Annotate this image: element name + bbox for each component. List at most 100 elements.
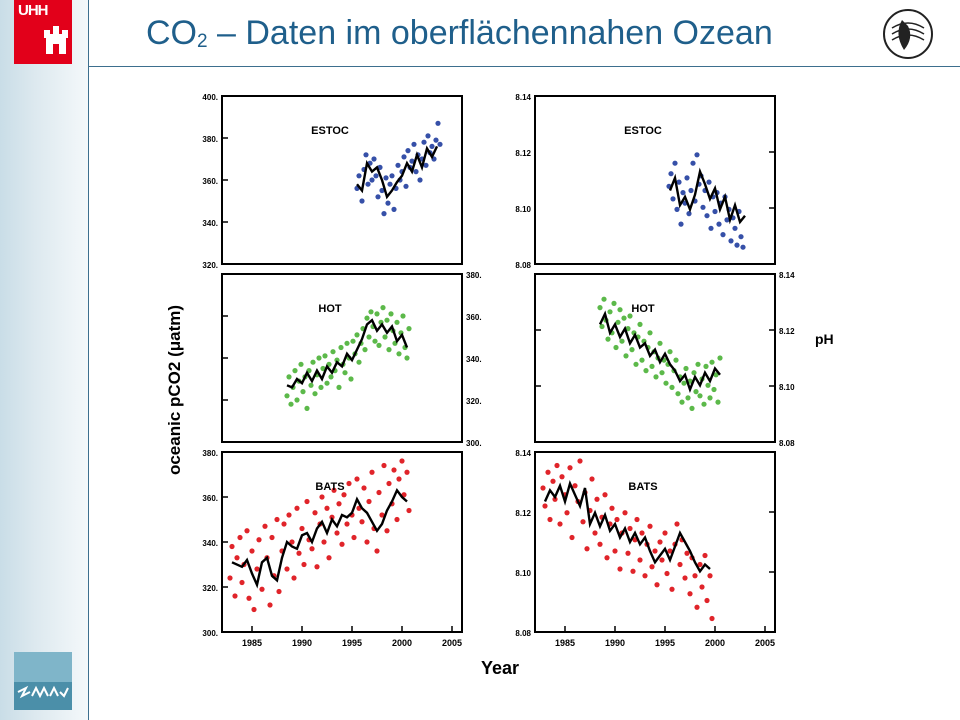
data-point xyxy=(331,487,337,493)
data-point xyxy=(647,330,653,336)
data-point xyxy=(657,539,663,545)
data-point xyxy=(657,340,663,346)
data-point xyxy=(703,363,709,369)
data-point xyxy=(559,474,565,480)
data-point xyxy=(425,133,431,139)
data-point xyxy=(404,469,410,475)
data-point xyxy=(383,175,389,181)
y-tick-label: 300. xyxy=(202,629,218,638)
data-point xyxy=(686,211,692,217)
data-point xyxy=(364,315,370,321)
data-point xyxy=(254,566,260,572)
data-point xyxy=(379,512,385,518)
data-point xyxy=(732,225,738,231)
data-point xyxy=(384,528,390,534)
data-point xyxy=(627,525,633,532)
data-point xyxy=(670,196,676,202)
data-point xyxy=(376,489,382,496)
data-point xyxy=(284,393,290,399)
y-tick-label: 400. xyxy=(202,93,218,102)
data-point xyxy=(667,548,673,554)
data-point xyxy=(326,555,332,561)
data-point xyxy=(594,496,600,502)
plot-frame xyxy=(534,273,776,443)
data-point xyxy=(334,357,340,363)
data-point xyxy=(381,462,387,469)
data-point xyxy=(617,307,623,313)
data-point xyxy=(704,597,710,604)
data-point xyxy=(701,401,707,407)
data-point xyxy=(292,368,298,374)
data-point xyxy=(406,326,412,332)
data-point xyxy=(288,401,294,407)
data-point xyxy=(653,374,659,380)
title-suffix: – Daten im oberflächennahen Ozean xyxy=(207,14,773,52)
data-point xyxy=(413,169,419,175)
data-point xyxy=(577,458,583,464)
data-point xyxy=(301,561,307,568)
x-tick-label: 1990 xyxy=(605,638,625,648)
chart-panel-5: 8.14 8.12 8.10 8.08 1985 1990 1995 2000 2005 BATS xyxy=(515,449,776,648)
data-point xyxy=(251,606,257,613)
data-point xyxy=(386,480,392,487)
data-point xyxy=(712,208,718,215)
data-point xyxy=(281,521,287,527)
data-point xyxy=(623,353,629,359)
data-point xyxy=(276,588,282,595)
data-point xyxy=(366,498,372,505)
data-point xyxy=(639,357,645,363)
plot-frame xyxy=(534,451,776,633)
data-point xyxy=(314,564,320,570)
data-point xyxy=(365,181,371,187)
data-point xyxy=(363,152,369,158)
uhh-logo-text: UHH xyxy=(18,2,48,19)
data-point xyxy=(668,171,674,177)
data-point xyxy=(379,187,385,194)
data-point xyxy=(724,217,730,223)
data-point xyxy=(711,386,717,393)
data-point xyxy=(694,152,700,158)
data-point xyxy=(359,198,365,204)
y-tick-label: 360. xyxy=(466,313,482,322)
data-point xyxy=(368,309,374,315)
data-point xyxy=(344,340,350,346)
data-point xyxy=(320,365,326,372)
data-point xyxy=(643,368,649,374)
data-point xyxy=(629,347,635,353)
title-subscript: 2 xyxy=(197,31,208,52)
data-point xyxy=(683,365,689,372)
data-point xyxy=(294,505,300,511)
data-point xyxy=(572,483,578,489)
page-title: CO2 – Daten im oberflächennahen Ozean xyxy=(146,14,773,53)
data-point xyxy=(693,389,699,395)
x-axis-label-year: Year xyxy=(481,658,519,678)
data-point xyxy=(659,557,665,563)
y-tick-label: 8.12 xyxy=(515,509,531,518)
data-point xyxy=(354,332,360,338)
data-point xyxy=(659,370,665,376)
y-tick-label: 360. xyxy=(202,177,218,186)
data-point xyxy=(385,200,391,206)
data-point xyxy=(391,206,397,212)
data-point xyxy=(706,179,712,185)
data-point xyxy=(433,137,439,143)
data-point xyxy=(389,173,395,179)
data-point xyxy=(637,557,643,563)
data-point xyxy=(388,311,394,317)
data-point xyxy=(621,315,627,321)
data-point xyxy=(369,469,375,475)
chart-panel-0: 400. 380. 360. 340. 320. ESTOC xyxy=(202,93,463,270)
data-point xyxy=(630,568,636,574)
chart-figure: 400. 380. 360. 340. 320. ESTOC 8.14 8.12 8.10 8.0… xyxy=(165,93,834,678)
data-point xyxy=(329,514,335,520)
running-mean-line xyxy=(543,479,711,574)
data-point xyxy=(649,564,655,570)
y-tick-label: 380. xyxy=(202,135,218,144)
chart-panel-3: 8.14 8.12 8.10 8.08 HOT pH xyxy=(534,271,834,448)
data-point xyxy=(557,521,563,527)
data-point xyxy=(435,120,441,126)
data-point xyxy=(249,548,255,554)
data-point xyxy=(717,355,723,361)
data-point xyxy=(310,359,316,365)
hamburg-castle-icon xyxy=(44,26,68,54)
